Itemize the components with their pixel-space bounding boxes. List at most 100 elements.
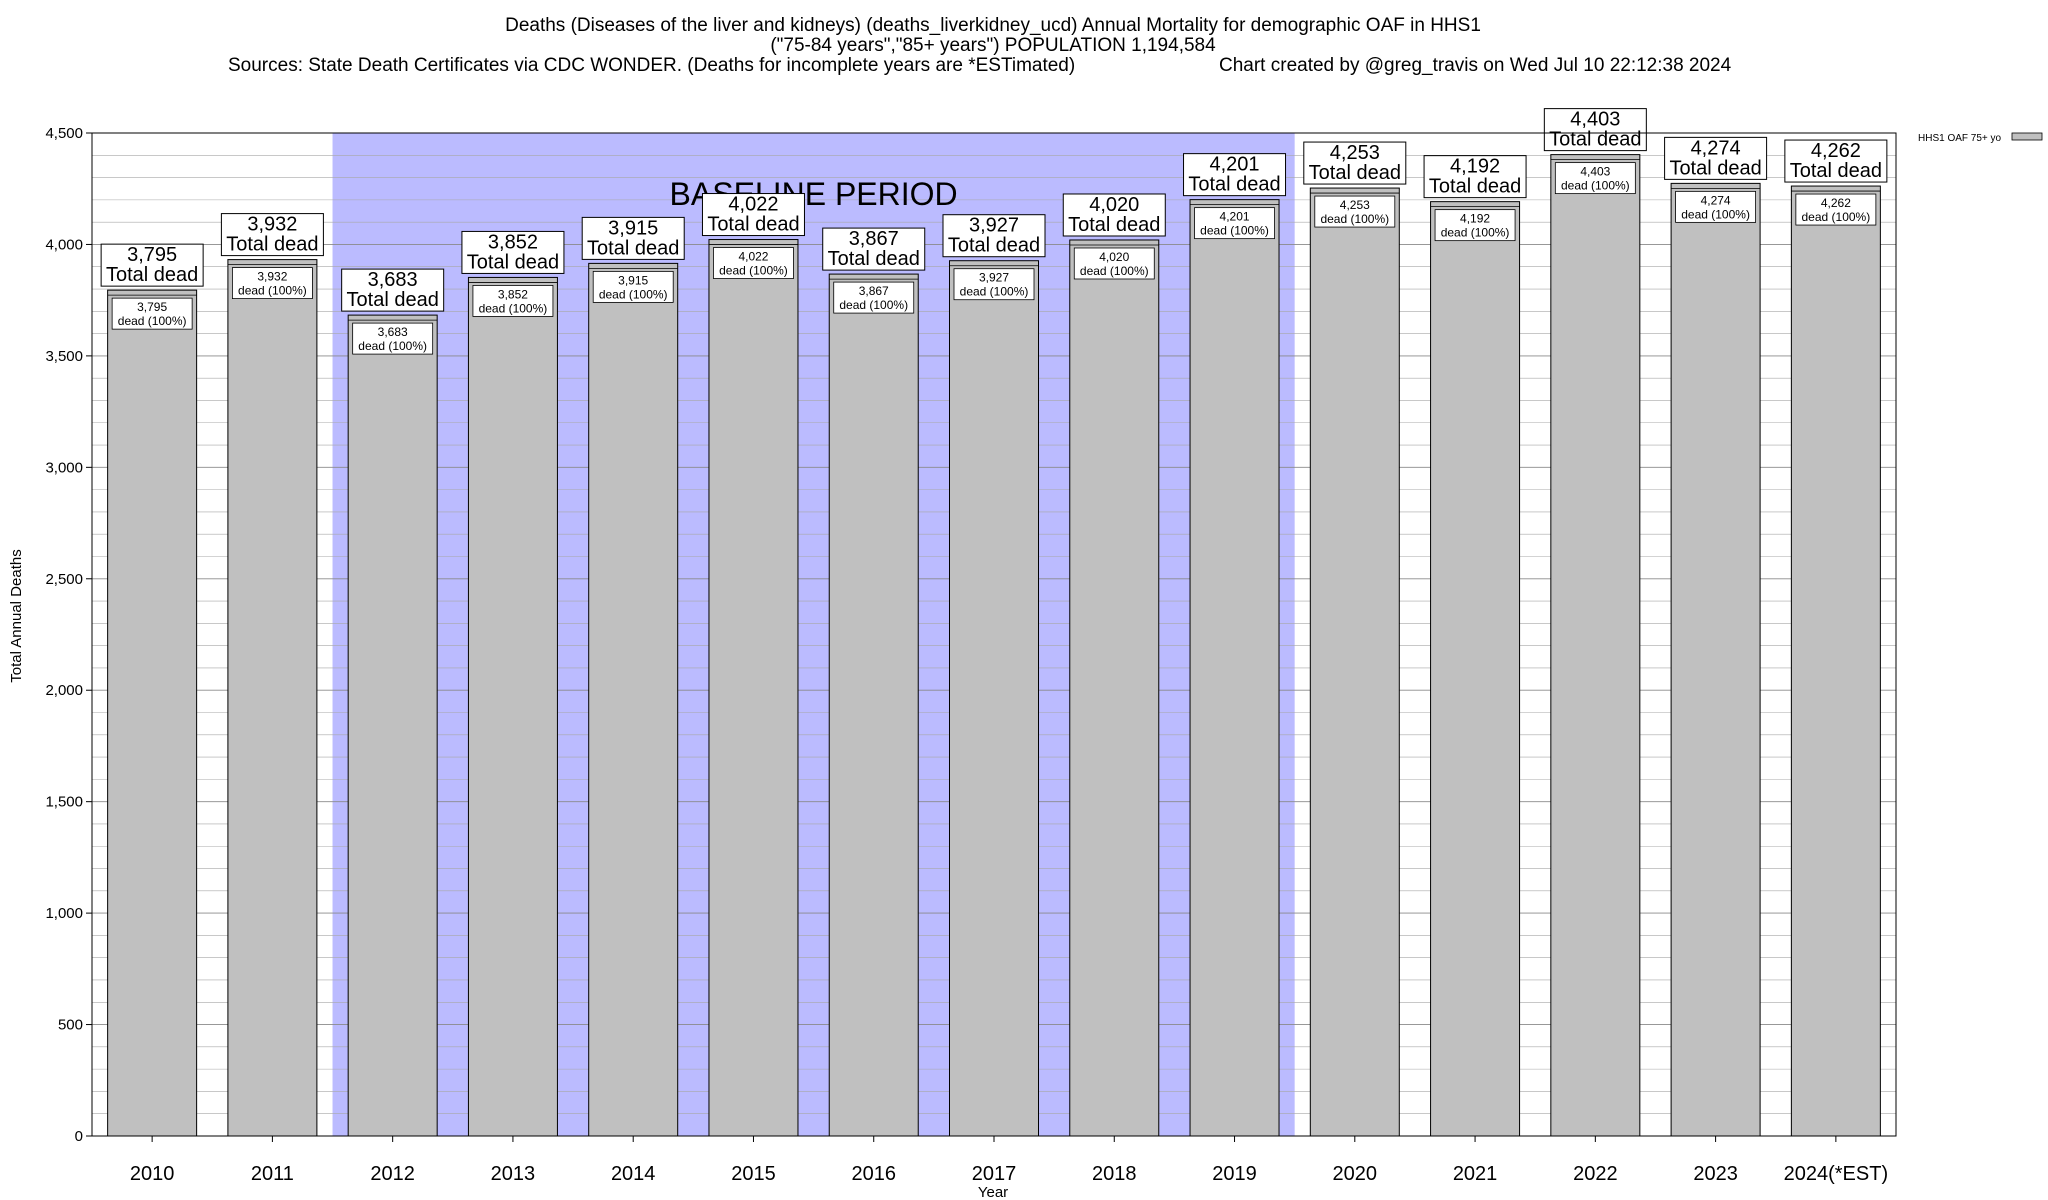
bar — [1189, 199, 1280, 1137]
chart-source-text: Sources: State Death Certificates via CD… — [228, 55, 1075, 76]
y-tick-label: 0 — [75, 1128, 83, 1145]
bar-inner-value: 3,932 — [257, 270, 287, 284]
bar — [227, 259, 318, 1137]
bar-total-label-box — [1664, 136, 1768, 180]
x-tick-label: 2015 — [731, 1163, 776, 1185]
x-tick-label: 2010 — [130, 1163, 175, 1185]
y-tick-label: 3,000 — [45, 459, 83, 476]
chart-title-line1: Deaths (Diseases of the liver and kidney… — [505, 15, 1481, 36]
legend-swatch — [2011, 132, 2043, 141]
bar-inner-value: 3,795 — [137, 300, 167, 314]
bar-inner-pct: dead (100%) — [1320, 212, 1389, 226]
x-tick-label: 2024(*EST) — [1784, 1163, 1889, 1185]
bar — [347, 314, 438, 1137]
x-tick-label: 2011 — [251, 1163, 294, 1185]
chart-title-line2: ("75-84 years","85+ years") POPULATION 1… — [770, 35, 1216, 56]
bar-total-value: 3,932 — [247, 214, 297, 236]
y-tick-label: 2,000 — [45, 682, 83, 699]
bar-inner-value: 3,683 — [378, 325, 408, 339]
bar-inner-label-box — [231, 267, 313, 300]
bar-total-value: 4,201 — [1210, 154, 1260, 176]
bar-inner-value: 4,253 — [1340, 198, 1370, 212]
bar-total-value: 4,192 — [1450, 156, 1500, 178]
y-axis-title: Total Annual Deaths — [8, 549, 25, 682]
bar-inner-value: 3,915 — [618, 273, 648, 287]
bar — [1430, 201, 1521, 1137]
bar-total-text: Total dead — [587, 237, 679, 259]
y-tick-label: 500 — [58, 1017, 83, 1034]
y-tick-label: 2,500 — [45, 571, 83, 588]
bar-inner-label-box — [1675, 190, 1756, 223]
bar-total-label-box — [942, 214, 1046, 258]
bar-total-text: Total dead — [828, 248, 920, 270]
y-tick-label: 1,500 — [45, 794, 83, 811]
bar-total-text: Total dead — [948, 235, 1040, 257]
bar-total-text: Total dead — [347, 289, 439, 311]
bar-inner-label-box — [1314, 195, 1396, 228]
bar-inner-pct: dead (100%) — [1802, 210, 1871, 224]
bar-total-text: Total dead — [1669, 157, 1761, 179]
plot-frame — [91, 132, 1897, 1137]
x-tick-label: 2018 — [1092, 1163, 1137, 1185]
bar-total-value: 4,274 — [1691, 137, 1741, 159]
y-tick-label: 4,500 — [45, 125, 83, 142]
bar-inner-pct: dead (100%) — [238, 284, 307, 298]
bar-total-value: 3,915 — [608, 217, 658, 239]
bar-total-text: Total dead — [1790, 160, 1882, 182]
bar-inner-pct: dead (100%) — [1080, 264, 1149, 278]
x-tick-label: 2014 — [611, 1163, 656, 1185]
bar-total-value: 3,852 — [488, 231, 538, 253]
bar-inner-pct: dead (100%) — [839, 298, 908, 312]
bar-inner-pct: dead (100%) — [719, 264, 788, 278]
bar-inner-value: 4,274 — [1701, 193, 1731, 207]
bar — [107, 289, 198, 1137]
x-tick-label: 2016 — [851, 1163, 896, 1185]
bar-inner-value: 3,927 — [979, 271, 1009, 285]
bar-total-label-box — [581, 216, 685, 260]
bar-inner-value: 4,201 — [1220, 210, 1250, 224]
y-tick-label: 3,500 — [45, 348, 83, 365]
bar-inner-value: 4,022 — [738, 250, 768, 264]
bar-total-value: 4,022 — [728, 194, 778, 216]
bar-inner-pct: dead (100%) — [479, 301, 548, 315]
bar-total-text: Total dead — [1429, 176, 1521, 198]
x-tick-label: 2022 — [1573, 1163, 1618, 1185]
bar-total-value: 4,253 — [1330, 142, 1380, 164]
bar — [708, 239, 799, 1137]
legend: HHS1 OAF 75+ yo — [1918, 132, 2043, 144]
x-tick-label: 2021 — [1453, 1163, 1498, 1185]
bar-total-label-box — [1183, 153, 1287, 197]
y-tick-label: 1,000 — [45, 905, 83, 922]
bar — [949, 260, 1039, 1137]
bar-inner-label-box — [1434, 209, 1516, 242]
bar-inner-value: 4,262 — [1821, 196, 1851, 210]
bar-total-label-box — [220, 213, 324, 257]
bar-inner-pct: dead (100%) — [599, 287, 668, 301]
bar — [1550, 154, 1641, 1137]
bar — [828, 273, 919, 1137]
x-tick-label: 2023 — [1693, 1163, 1738, 1185]
legend-label: HHS1 OAF 75+ yo — [1918, 133, 2002, 144]
plot-area: 0 500 1,000 1,500 2,000 2,500 3,000 3,500 4,000 4… — [45, 108, 1897, 1185]
x-tick-label: 2019 — [1212, 1163, 1257, 1185]
chart-credit-text: Chart created by @greg_travis on Wed Jul… — [1219, 55, 1732, 76]
bar-inner-label-box — [1795, 193, 1877, 226]
bar-inner-label-box — [1554, 162, 1636, 195]
bar-total-label-box — [1784, 139, 1888, 183]
bar-total-label-box — [461, 230, 565, 274]
bar-inner-label-box — [592, 270, 674, 303]
bar-inner-label-box — [953, 268, 1035, 301]
bar-total-text: Total dead — [467, 251, 559, 273]
bar — [1069, 239, 1160, 1137]
bar-inner-pct: dead (100%) — [1441, 226, 1510, 240]
bar-inner-value: 4,192 — [1460, 212, 1490, 226]
bar-inner-label-box — [1073, 247, 1155, 280]
bar-total-text: Total dead — [1309, 162, 1401, 184]
bar-inner-pct: dead (100%) — [118, 314, 187, 328]
bar-total-text: Total dead — [106, 264, 198, 286]
bar-total-label-box — [1543, 108, 1647, 152]
bar-total-label-box — [100, 243, 204, 287]
bar-total-text: Total dead — [226, 234, 318, 256]
bar-total-value: 4,403 — [1570, 109, 1620, 131]
